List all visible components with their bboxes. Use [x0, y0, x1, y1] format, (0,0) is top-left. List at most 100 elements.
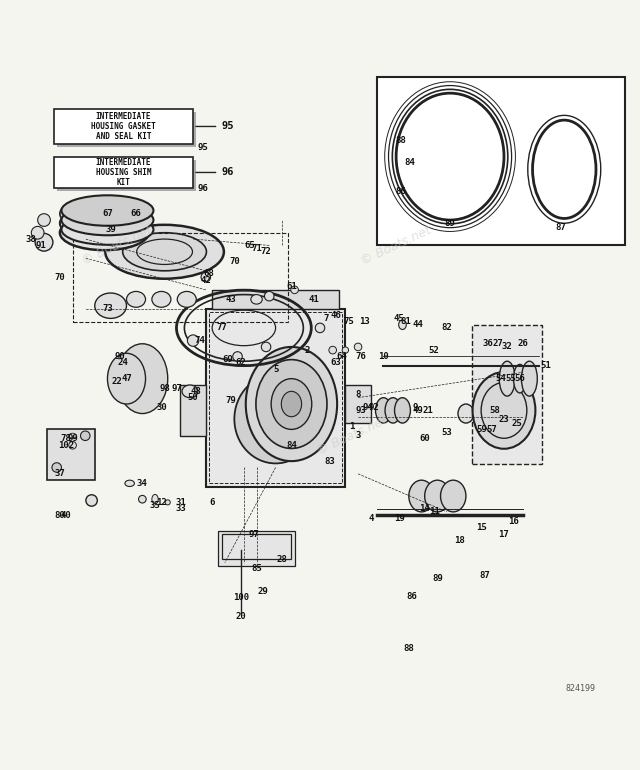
Ellipse shape [152, 494, 158, 504]
Ellipse shape [282, 391, 301, 417]
Text: 8: 8 [355, 390, 361, 399]
Text: 32: 32 [502, 343, 513, 351]
Text: 92: 92 [369, 403, 380, 412]
Bar [47, 430, 95, 480]
Ellipse shape [123, 233, 207, 271]
Ellipse shape [385, 397, 401, 423]
Text: 12: 12 [156, 498, 167, 507]
Text: 84: 84 [286, 440, 297, 450]
Ellipse shape [177, 291, 196, 307]
Text: 43: 43 [226, 295, 237, 304]
Text: 42: 42 [200, 276, 211, 285]
Ellipse shape [440, 480, 466, 512]
Ellipse shape [138, 495, 146, 503]
Bar [221, 534, 291, 560]
Text: © Boats.net: © Boats.net [79, 223, 154, 267]
Ellipse shape [61, 205, 154, 236]
Ellipse shape [60, 196, 148, 231]
Ellipse shape [127, 291, 145, 307]
Ellipse shape [256, 360, 327, 448]
Text: 16: 16 [508, 517, 519, 526]
Text: 51: 51 [540, 361, 550, 370]
Text: 10: 10 [378, 352, 389, 361]
Ellipse shape [472, 372, 536, 449]
Text: 22: 22 [111, 377, 122, 387]
Text: 89: 89 [445, 219, 456, 228]
Ellipse shape [479, 415, 492, 431]
Ellipse shape [68, 434, 76, 438]
Text: 17: 17 [499, 530, 509, 538]
Ellipse shape [105, 225, 224, 279]
Text: 20: 20 [236, 612, 246, 621]
Text: 47: 47 [121, 374, 132, 383]
Text: 37: 37 [54, 470, 65, 478]
Text: 85: 85 [251, 564, 262, 574]
Text: 87: 87 [479, 571, 490, 580]
Text: 65: 65 [245, 241, 255, 250]
Text: 57: 57 [486, 425, 497, 434]
Ellipse shape [522, 361, 538, 396]
Text: 27: 27 [492, 340, 503, 348]
Text: 13: 13 [359, 317, 370, 326]
Ellipse shape [253, 393, 298, 444]
Ellipse shape [201, 273, 211, 282]
Ellipse shape [115, 360, 125, 366]
Text: 97: 97 [172, 383, 182, 393]
Ellipse shape [52, 463, 61, 472]
Ellipse shape [108, 353, 145, 404]
Ellipse shape [376, 397, 392, 423]
FancyBboxPatch shape [57, 159, 196, 192]
Ellipse shape [271, 379, 312, 430]
Text: 44: 44 [413, 320, 424, 330]
Text: INTERMEDIATE
HOUSING SHIM
KIT: INTERMEDIATE HOUSING SHIM KIT [95, 158, 151, 187]
Text: 38: 38 [26, 235, 36, 243]
Text: 21: 21 [422, 406, 433, 415]
Text: 64: 64 [337, 352, 348, 361]
Ellipse shape [264, 291, 274, 301]
Text: 19: 19 [394, 514, 404, 523]
Text: 89: 89 [432, 574, 443, 583]
Text: 81: 81 [400, 317, 411, 326]
Text: 60: 60 [419, 434, 430, 444]
Text: 5: 5 [273, 365, 278, 373]
Ellipse shape [458, 404, 474, 423]
Text: 76: 76 [356, 352, 367, 361]
Text: 7: 7 [324, 314, 329, 323]
Text: 39: 39 [105, 225, 116, 234]
Ellipse shape [116, 369, 131, 383]
Ellipse shape [86, 495, 97, 506]
Text: 24: 24 [118, 358, 129, 367]
Text: 1: 1 [349, 422, 355, 430]
Ellipse shape [61, 214, 154, 245]
Text: 87: 87 [556, 223, 566, 233]
Bar [206, 309, 346, 487]
Text: 36: 36 [483, 340, 493, 348]
Text: © Boats.net: © Boats.net [314, 413, 389, 457]
Text: 3: 3 [355, 431, 361, 440]
Ellipse shape [152, 291, 171, 307]
Text: 15: 15 [476, 524, 487, 532]
Text: 29: 29 [257, 587, 268, 596]
Text: 91: 91 [35, 241, 46, 250]
Ellipse shape [234, 374, 317, 464]
Text: 46: 46 [330, 311, 341, 320]
Ellipse shape [499, 361, 515, 396]
Text: 61: 61 [286, 282, 297, 291]
Text: 90: 90 [115, 352, 125, 361]
Ellipse shape [496, 404, 512, 423]
Text: 58: 58 [489, 406, 500, 415]
FancyBboxPatch shape [57, 112, 196, 147]
Text: 70: 70 [54, 273, 65, 282]
Ellipse shape [409, 480, 434, 512]
Ellipse shape [31, 226, 44, 239]
Bar [72, 233, 288, 322]
Text: 66: 66 [131, 209, 141, 218]
Text: 75: 75 [343, 317, 354, 326]
Ellipse shape [425, 480, 450, 512]
Ellipse shape [81, 431, 90, 440]
Text: 48: 48 [191, 387, 202, 396]
Text: 86: 86 [396, 187, 406, 196]
Text: © Boats.net: © Boats.net [359, 223, 433, 267]
Text: 70: 70 [229, 256, 240, 266]
Text: 96: 96 [197, 184, 208, 192]
